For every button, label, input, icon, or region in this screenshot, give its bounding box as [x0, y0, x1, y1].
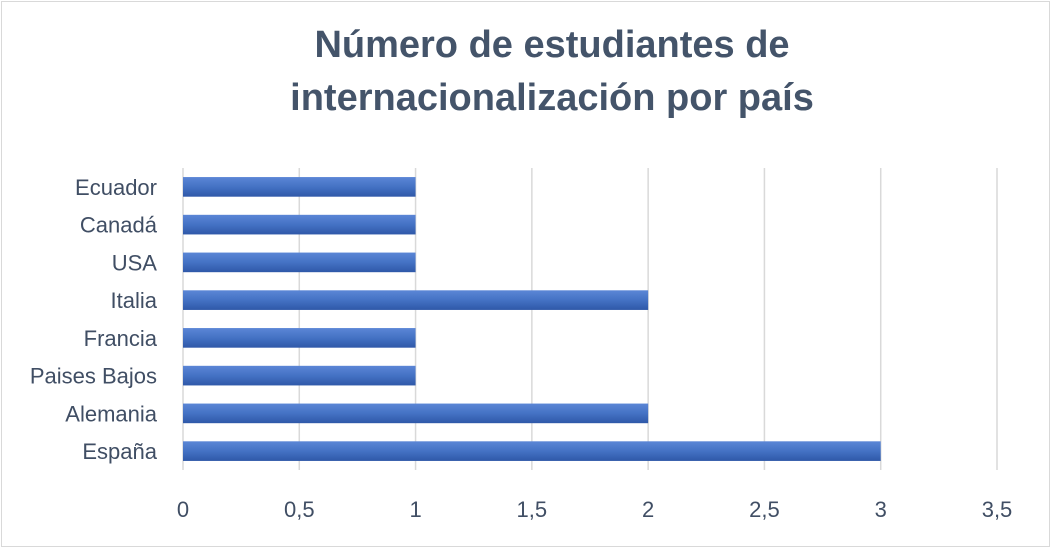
x-tick-label: 3,5 — [982, 497, 1013, 522]
category-label: Italia — [111, 288, 158, 313]
bar — [183, 441, 881, 461]
category-label: Francia — [84, 326, 158, 351]
chart-title-line-1: Número de estudiantes de — [314, 24, 789, 66]
bar — [183, 252, 416, 273]
chart-title-line-2: internacionalización por país — [290, 77, 814, 119]
bar — [183, 214, 416, 235]
category-label: Ecuador — [75, 175, 157, 200]
bar — [183, 290, 649, 310]
bar — [183, 328, 416, 348]
category-label: USA — [112, 250, 158, 275]
category-label: España — [82, 439, 157, 464]
bar — [183, 177, 416, 197]
x-tick-label: 0,5 — [284, 497, 315, 522]
category-label: Alemania — [65, 401, 157, 426]
category-label: Paises Bajos — [30, 364, 157, 389]
x-tick-label: 1,5 — [517, 497, 548, 522]
x-axis-tick-labels: 0 0,5 1 1,5 2 2,5 3 3,5 — [177, 497, 1012, 522]
x-tick-label: 1 — [409, 497, 421, 522]
x-tick-label: 2,5 — [749, 497, 780, 522]
bar — [183, 403, 649, 424]
x-tick-label: 2 — [642, 497, 654, 522]
x-tick-label: 0 — [177, 497, 189, 522]
gridlines — [182, 168, 998, 470]
category-labels: Ecuador Canadá USA Italia Francia Paises Bajo… — [30, 175, 158, 464]
x-tick-label: 3 — [875, 497, 887, 522]
bar — [183, 365, 416, 386]
category-label: Canadá — [80, 213, 158, 238]
bars — [183, 177, 881, 461]
